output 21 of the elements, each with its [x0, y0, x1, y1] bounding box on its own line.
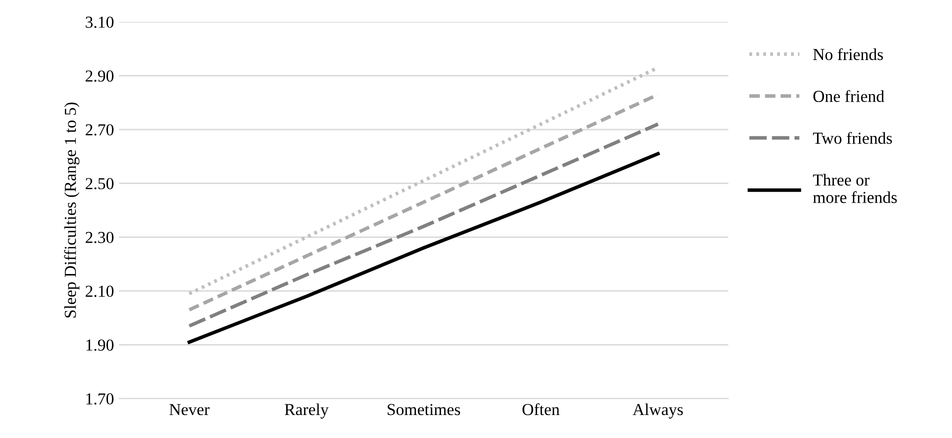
x-tick-label: Always: [632, 403, 683, 419]
y-tick-label: 1.90: [86, 339, 114, 351]
x-tick-label: Rarely: [284, 403, 329, 419]
y-tick-label: 2.70: [86, 124, 114, 136]
y-tick-label: 2.90: [86, 70, 114, 82]
y-axis-title: Sleep Difficulties (Range 1 to 5): [64, 102, 80, 318]
x-tick-label: Sometimes: [388, 404, 460, 416]
y-tick-label: 2.50: [86, 178, 114, 190]
y-tick-label: 1.70: [86, 393, 114, 405]
line-series: [188, 92, 660, 312]
x-tick-label: Never: [169, 404, 210, 416]
legend-label: Three or more friends: [813, 174, 897, 204]
legend-label: One friend: [813, 90, 884, 102]
legend-label: Two friends: [813, 132, 892, 144]
y-tick-label: 2.30: [86, 232, 114, 244]
y-tick-label: 3.10: [86, 16, 114, 28]
line-series: [188, 122, 660, 328]
legend-label: No friends: [813, 48, 883, 60]
x-tick-label: Often: [522, 403, 560, 416]
line-series: [188, 152, 660, 344]
y-tick-label: 2.10: [86, 286, 114, 297]
